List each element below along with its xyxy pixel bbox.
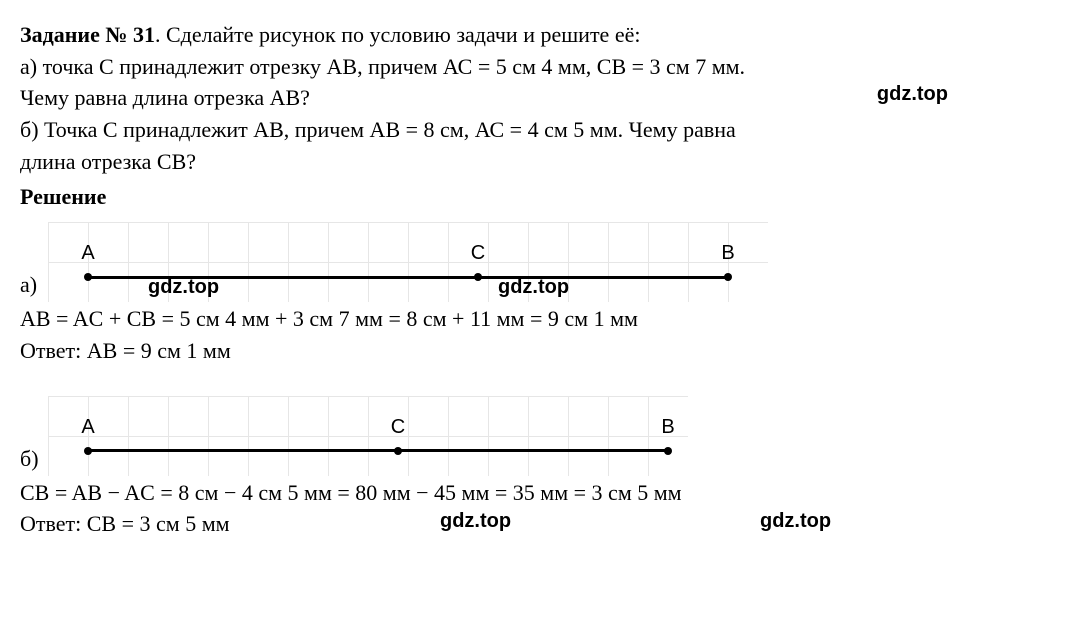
answer-a: Ответ: AB = 9 см 1 мм: [20, 336, 1068, 366]
point-label-A: A: [81, 240, 94, 267]
diagram-b: ACB: [48, 396, 688, 476]
calc-b: CB = AB − AC = 8 см − 4 см 5 мм = 80 мм …: [20, 478, 1068, 508]
diagram-b-label: б): [20, 444, 48, 476]
watermark-mid2: gdz.top: [498, 274, 569, 301]
task-number: Задание № 31: [20, 22, 155, 47]
point-C: [394, 447, 402, 455]
answer-b: Ответ: CB = 3 см 5 мм: [20, 509, 1068, 539]
point-label-C: C: [391, 414, 405, 441]
diagram-b-grid: ACB: [48, 396, 688, 476]
diagram-b-row: б) A C B: [20, 396, 1068, 476]
point-label-C: C: [471, 240, 485, 267]
watermark-top: gdz.top: [877, 81, 948, 108]
watermark-mid1: gdz.top: [148, 274, 219, 301]
task-line-b: б) Точка С принадлежит АВ, причем АВ = 8…: [20, 115, 1068, 145]
point-C: [474, 273, 482, 281]
point-B: [664, 447, 672, 455]
point-A: [84, 447, 92, 455]
diagram-a-label: а): [20, 270, 48, 302]
diagram-a-grid: A C Bgdz.top gdz.top: [48, 222, 768, 302]
diagram-a-row: а) A C Bgdz.top gdz.top: [20, 222, 1068, 302]
segment-line: [88, 449, 668, 452]
diagram-a: A C Bgdz.top gdz.top: [48, 222, 768, 302]
task-line-a: а) точка С принадлежит отрезку АВ, приче…: [20, 52, 1068, 82]
task-title: Задание № 31. Сделайте рисунок по услови…: [20, 20, 1068, 50]
watermark-bot2: gdz.top: [760, 508, 831, 535]
task-line-b2: длина отрезка СВ?: [20, 147, 1068, 177]
point-A: [84, 273, 92, 281]
point-label-B: B: [661, 414, 674, 441]
point-B: [724, 273, 732, 281]
watermark-bot1: gdz.top: [440, 508, 511, 535]
task-title-rest: . Сделайте рисунок по условию задачи и р…: [155, 22, 641, 47]
point-label-A: A: [81, 414, 94, 441]
solution-label: Решение: [20, 182, 1068, 212]
calc-a: AB = AC + CB = 5 см 4 мм + 3 см 7 мм = 8…: [20, 304, 1068, 334]
point-label-B: B: [721, 240, 734, 267]
